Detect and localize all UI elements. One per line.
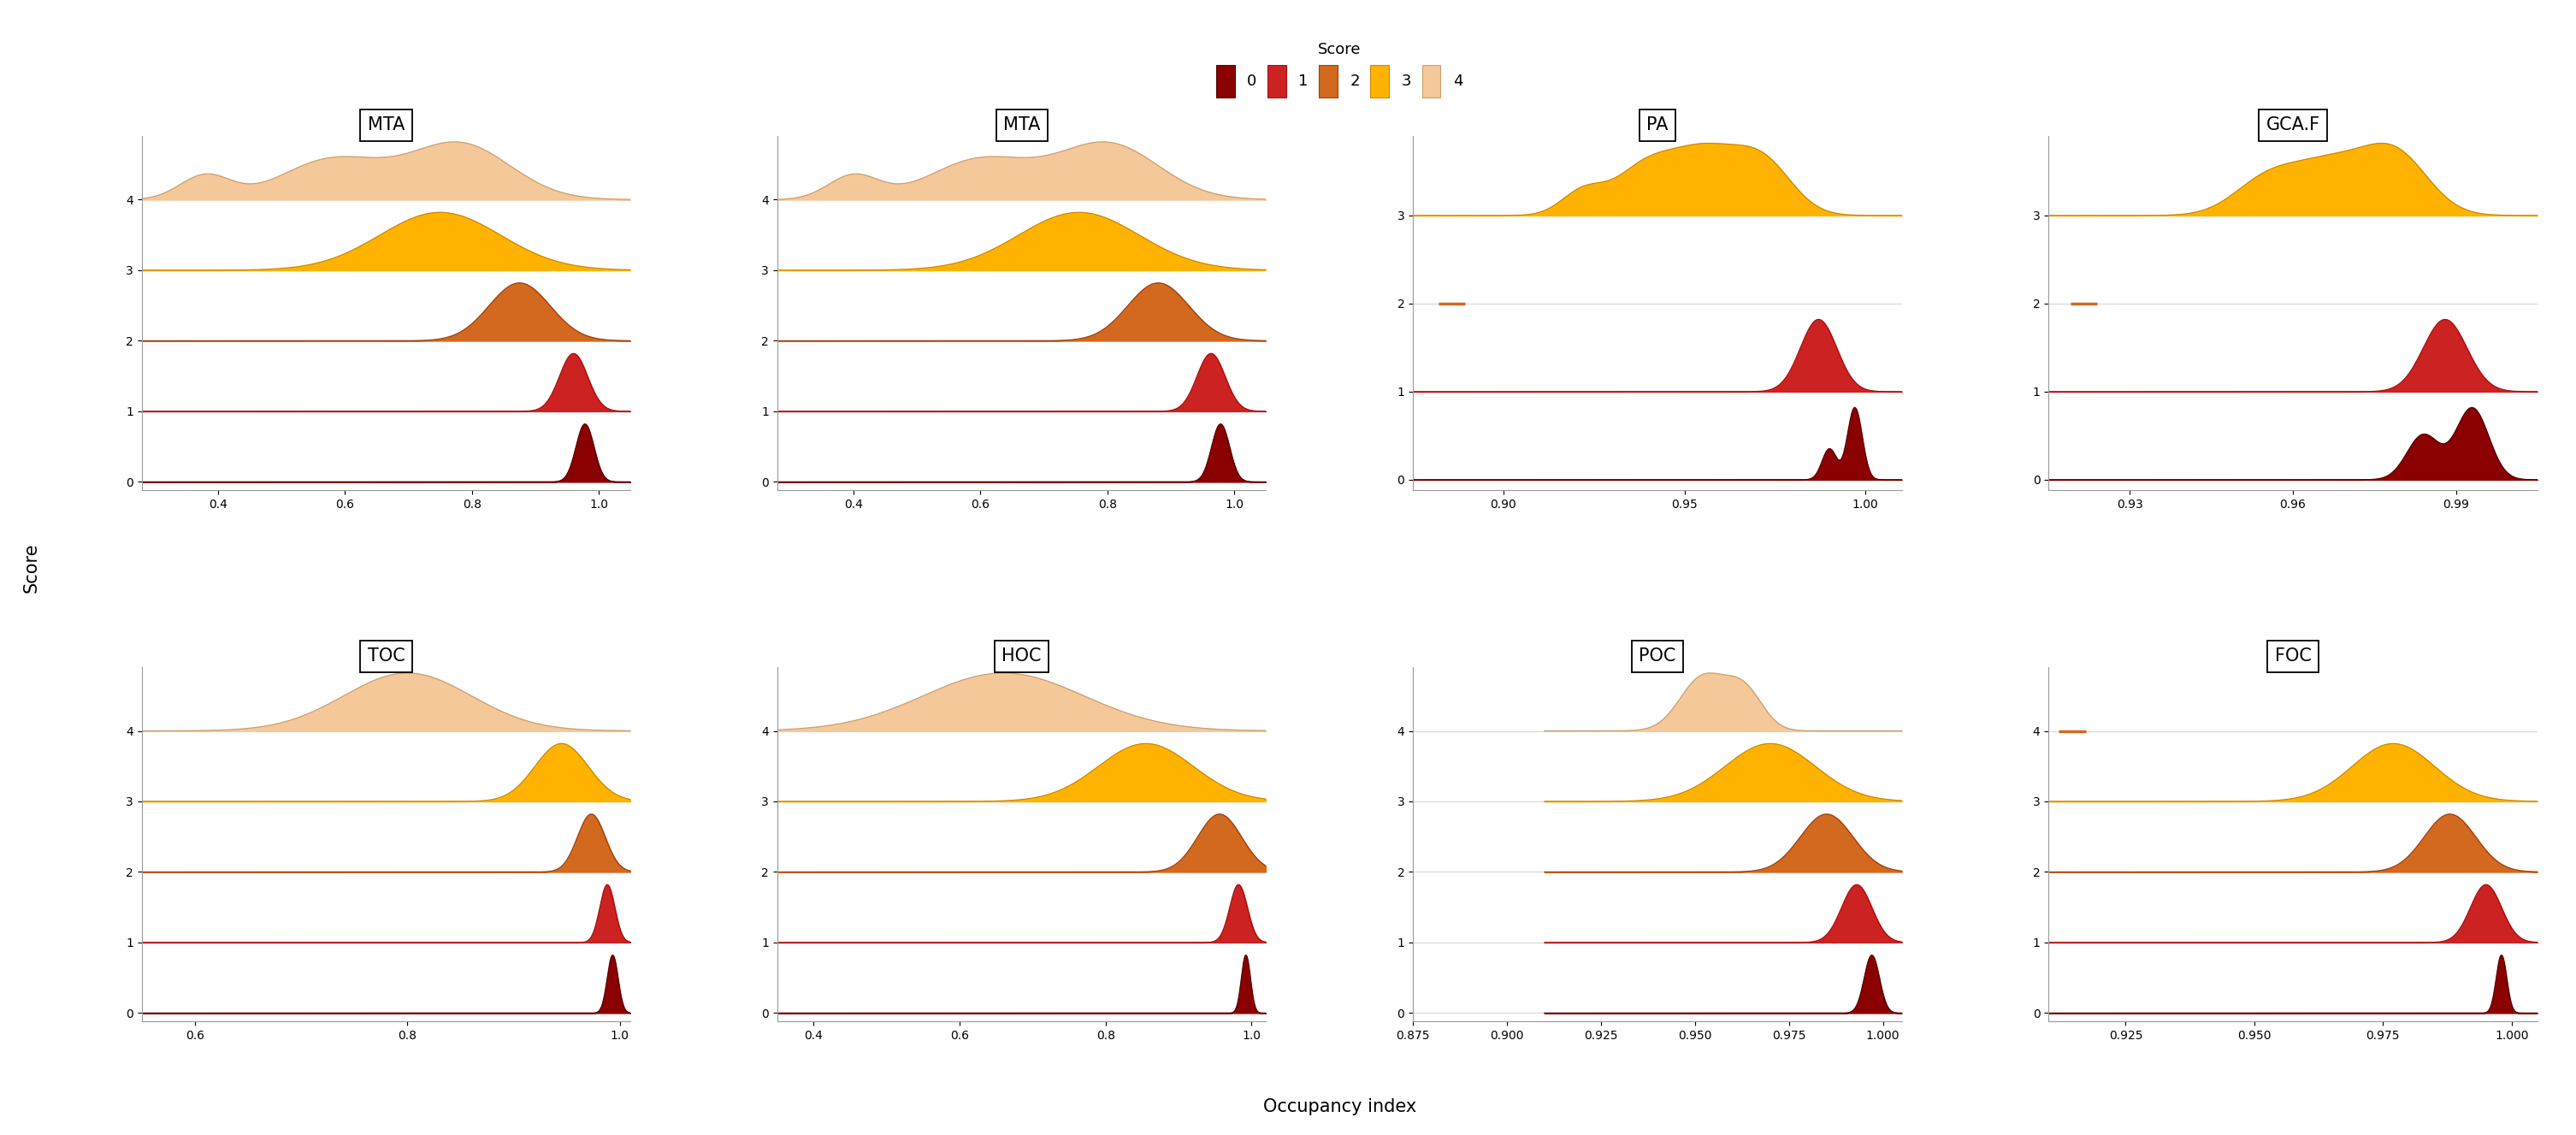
Title: POC: POC [1638, 648, 1677, 665]
Text: Score: Score [23, 543, 39, 592]
Title: MTA: MTA [368, 117, 404, 134]
Title: PA: PA [1646, 117, 1669, 134]
Text: Occupancy index: Occupancy index [1262, 1098, 1417, 1116]
Title: TOC: TOC [368, 648, 404, 665]
Title: GCA.F: GCA.F [2267, 117, 2321, 134]
Title: MTA: MTA [1002, 117, 1041, 134]
Title: FOC: FOC [2275, 648, 2311, 665]
Title: HOC: HOC [1002, 648, 1041, 665]
Legend: 0, 1, 2, 3, 4: 0, 1, 2, 3, 4 [1211, 36, 1468, 103]
